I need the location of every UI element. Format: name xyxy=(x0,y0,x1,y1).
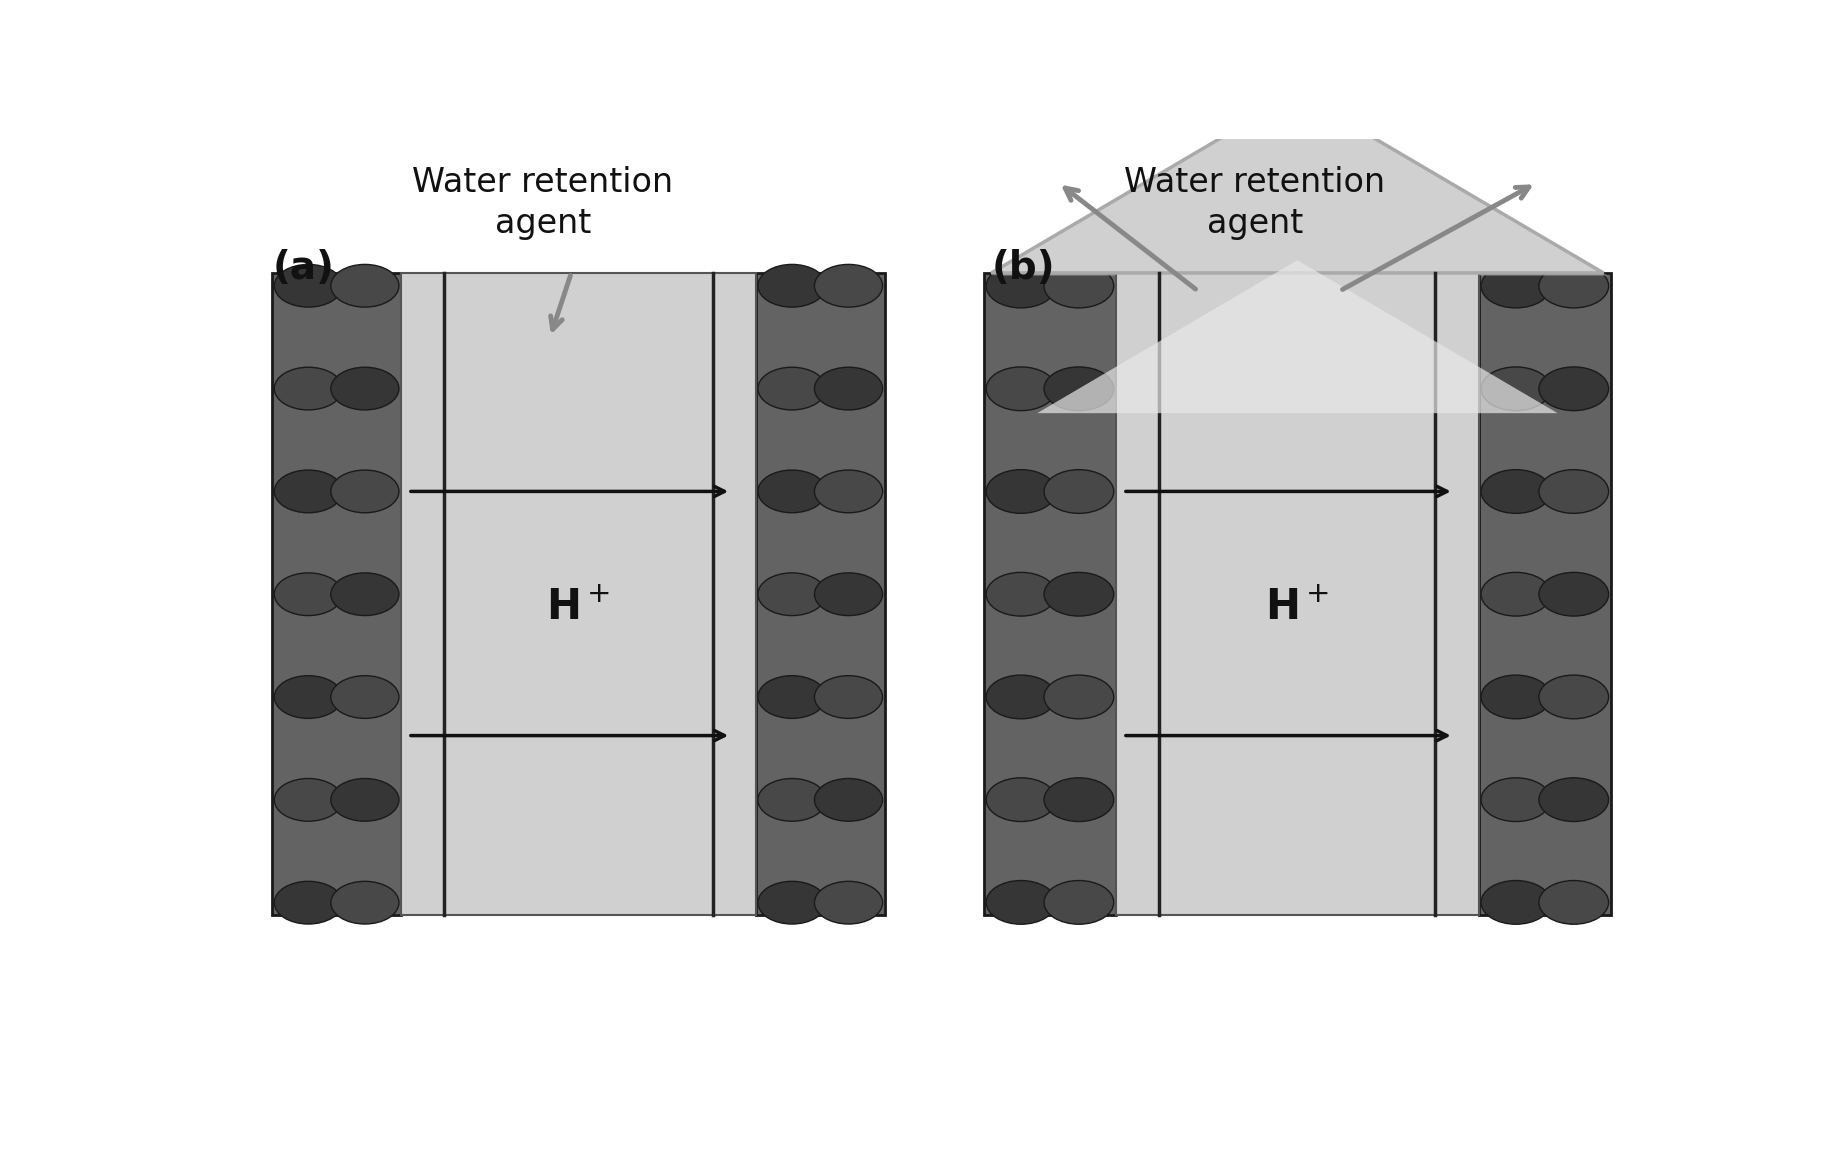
Circle shape xyxy=(331,881,399,924)
Bar xyxy=(1115,274,1479,916)
Circle shape xyxy=(759,676,827,719)
Text: (a): (a) xyxy=(272,249,334,287)
Circle shape xyxy=(814,881,882,924)
Circle shape xyxy=(331,471,399,512)
Circle shape xyxy=(331,676,399,719)
Circle shape xyxy=(986,881,1056,924)
Text: H$^+$: H$^+$ xyxy=(546,586,610,628)
Circle shape xyxy=(1539,675,1609,719)
Polygon shape xyxy=(996,96,1607,276)
Circle shape xyxy=(759,779,827,822)
Circle shape xyxy=(1539,469,1609,513)
Circle shape xyxy=(986,675,1056,719)
Circle shape xyxy=(331,367,399,410)
Circle shape xyxy=(986,778,1056,822)
Circle shape xyxy=(274,367,342,410)
Circle shape xyxy=(814,367,882,410)
Circle shape xyxy=(274,779,342,822)
Text: Water retention
agent: Water retention agent xyxy=(1124,166,1385,240)
Circle shape xyxy=(759,881,827,924)
Circle shape xyxy=(274,264,342,307)
Circle shape xyxy=(1043,367,1113,410)
Circle shape xyxy=(986,573,1056,617)
Circle shape xyxy=(274,573,342,615)
Circle shape xyxy=(331,573,399,615)
Circle shape xyxy=(1539,881,1609,924)
Circle shape xyxy=(759,573,827,615)
Circle shape xyxy=(1043,778,1113,822)
Text: (b): (b) xyxy=(992,249,1054,287)
Circle shape xyxy=(331,264,399,307)
Circle shape xyxy=(1481,367,1550,410)
Circle shape xyxy=(1539,264,1609,308)
Circle shape xyxy=(1481,469,1550,513)
Circle shape xyxy=(1043,469,1113,513)
Circle shape xyxy=(1481,264,1550,308)
Bar xyxy=(400,274,757,916)
Circle shape xyxy=(1043,264,1113,308)
Bar xyxy=(1479,274,1611,916)
Text: H$^+$: H$^+$ xyxy=(1266,586,1330,628)
Circle shape xyxy=(759,367,827,410)
Bar xyxy=(757,274,885,916)
Circle shape xyxy=(1539,573,1609,617)
Polygon shape xyxy=(992,93,1604,274)
Text: Water retention
agent: Water retention agent xyxy=(411,166,674,240)
Bar xyxy=(985,274,1115,916)
Circle shape xyxy=(986,264,1056,308)
Circle shape xyxy=(814,264,882,307)
Circle shape xyxy=(1481,573,1550,617)
Circle shape xyxy=(759,471,827,512)
Circle shape xyxy=(1539,778,1609,822)
Polygon shape xyxy=(1038,261,1558,413)
Circle shape xyxy=(274,471,342,512)
Circle shape xyxy=(1043,675,1113,719)
Circle shape xyxy=(814,471,882,512)
Circle shape xyxy=(331,779,399,822)
Circle shape xyxy=(986,469,1056,513)
Circle shape xyxy=(1043,881,1113,924)
Bar xyxy=(272,274,400,916)
Circle shape xyxy=(1481,881,1550,924)
Circle shape xyxy=(274,676,342,719)
Circle shape xyxy=(814,676,882,719)
Circle shape xyxy=(1043,573,1113,617)
Circle shape xyxy=(1481,675,1550,719)
Circle shape xyxy=(986,367,1056,410)
Circle shape xyxy=(274,881,342,924)
Circle shape xyxy=(814,779,882,822)
Circle shape xyxy=(1539,367,1609,410)
Circle shape xyxy=(759,264,827,307)
Circle shape xyxy=(814,573,882,615)
Circle shape xyxy=(1481,778,1550,822)
